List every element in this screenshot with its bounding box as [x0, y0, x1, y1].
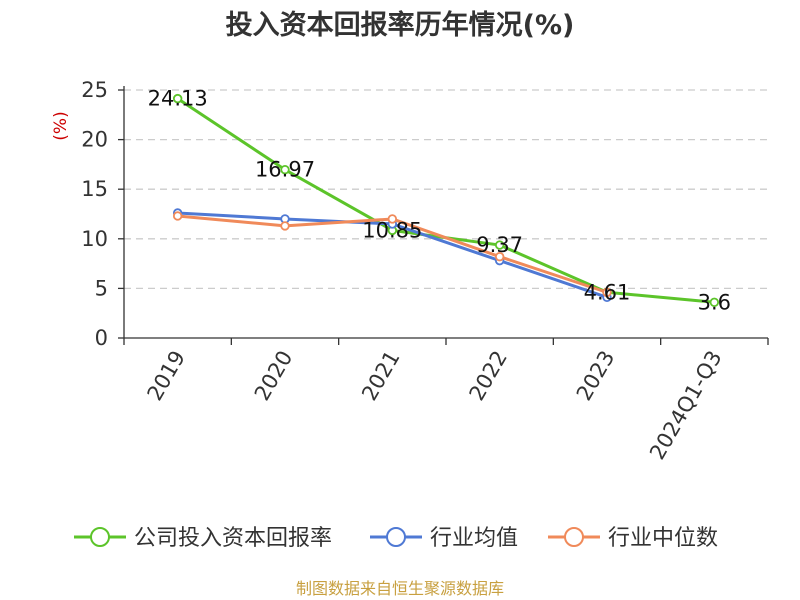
data-label: 9.37	[476, 233, 523, 257]
y-tick-label: 25	[81, 78, 108, 102]
legend-label: 行业中位数	[608, 526, 718, 551]
data-label: 4.61	[584, 280, 631, 304]
data-point-2	[172, 211, 183, 221]
legend-swatch-marker	[386, 527, 406, 547]
data-label: 16.97	[255, 158, 315, 182]
x-tick-label: 2022	[464, 347, 512, 405]
data-point-2	[494, 251, 505, 262]
legend: 公司投入资本回报率 行业均值 行业中位数	[74, 526, 718, 551]
legend-item: 行业均值	[370, 526, 518, 551]
y-axis-unit: (%)	[51, 111, 71, 140]
legend-label: 行业均值	[430, 526, 518, 551]
legend-item: 行业中位数	[548, 526, 718, 551]
legend-label: 公司投入资本回报率	[134, 526, 332, 551]
data-point-2	[387, 214, 398, 224]
data-point-0	[280, 164, 290, 175]
x-tick-label: 2024Q1-Q3	[645, 347, 727, 464]
data-label: 10.85	[362, 218, 422, 242]
legend-swatch-marker	[564, 527, 584, 547]
data-point-0	[172, 93, 183, 104]
data-labels: 24.13 16.97 10.85 9.37 4.61 3.6	[148, 87, 731, 315]
x-tick-label: 2019	[142, 347, 190, 405]
x-tick-label: 2020	[250, 347, 298, 405]
data-label: 24.13	[148, 87, 208, 111]
x-tick-label: 2023	[572, 347, 620, 405]
data-point-2	[602, 287, 612, 298]
data-point-0	[494, 240, 505, 250]
gridlines	[124, 89, 768, 290]
legend-item: 公司投入资本回报率	[74, 526, 332, 551]
x-tick-label: 2021	[357, 347, 405, 405]
axes: 0 5 10 15 20 25 2019 2020 2021 2022 2023 2024Q1-Q3	[81, 78, 769, 464]
data-point-0	[709, 297, 720, 307]
chart-title: 投入资本回报率历年情况(%)	[226, 9, 575, 41]
data-source-note: 制图数据来自恒生聚源数据库	[296, 579, 504, 598]
y-tick-label: 20	[81, 128, 108, 152]
data-point-2	[280, 221, 290, 231]
y-tick-label: 5	[95, 276, 108, 300]
y-tick-label: 10	[81, 227, 108, 251]
series-lines	[172, 93, 720, 307]
series-line-0	[176, 97, 716, 304]
y-tick-label: 15	[81, 177, 108, 201]
y-tick-label: 0	[95, 326, 108, 350]
data-label: 3.6	[698, 290, 731, 314]
legend-swatch-marker	[90, 527, 110, 547]
